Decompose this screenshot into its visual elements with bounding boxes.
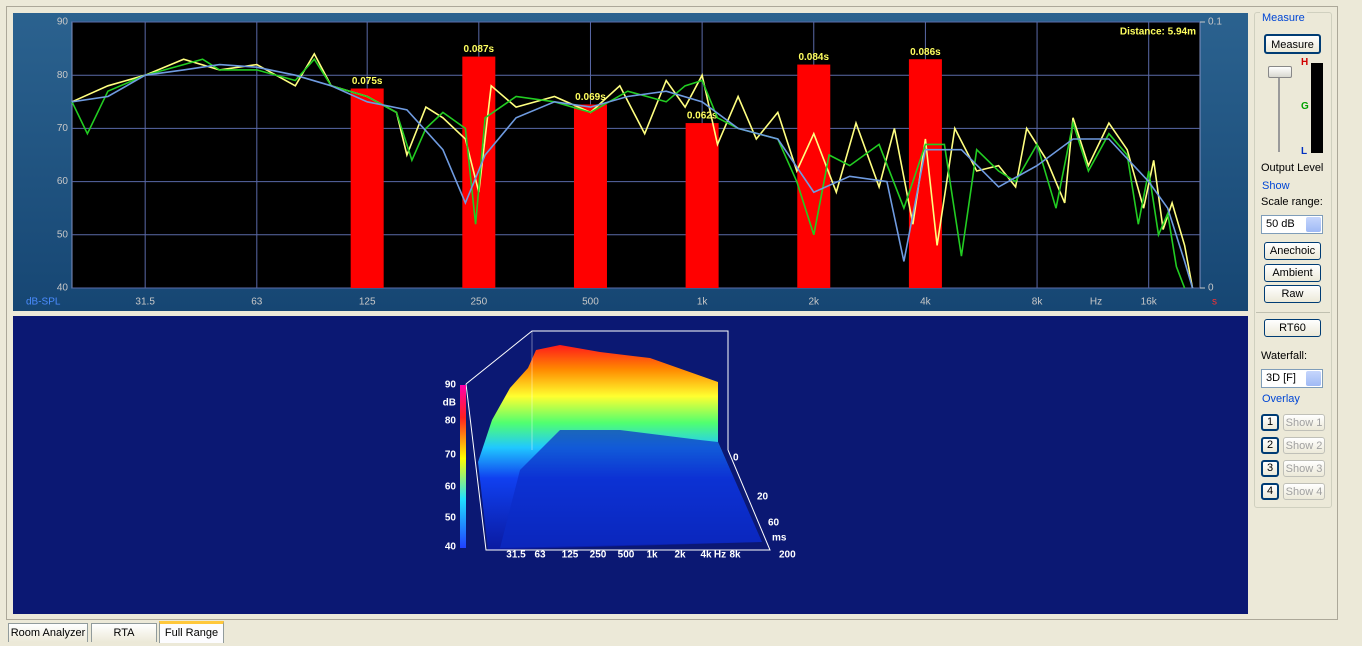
tab-active[interactable]: Full Range bbox=[159, 621, 224, 643]
y-tick-label: 90 bbox=[57, 17, 69, 28]
rt60-bar bbox=[908, 59, 942, 288]
slider-track bbox=[1278, 66, 1280, 152]
group-title: Overlay bbox=[1260, 393, 1302, 405]
rt60-bar bbox=[573, 104, 607, 289]
waterfall-shade bbox=[500, 430, 762, 548]
meter-label: G bbox=[1301, 101, 1309, 112]
group-title: Show bbox=[1260, 180, 1292, 192]
slider-thumb[interactable] bbox=[1268, 66, 1292, 78]
x-tick-label: 2k bbox=[674, 550, 686, 561]
t-tick-label: 20 bbox=[757, 492, 769, 503]
z-tick-label: 60 bbox=[445, 482, 457, 493]
overlay-show-button[interactable]: Show 4 bbox=[1283, 483, 1325, 500]
annotation: Distance: 5.94m bbox=[1120, 27, 1196, 38]
x-tick-label: 4k bbox=[920, 297, 932, 308]
meter-label: H bbox=[1301, 57, 1309, 68]
y-tick-label: 40 bbox=[57, 283, 69, 294]
x-tick-label: 500 bbox=[582, 297, 599, 308]
x-tick-label: 250 bbox=[590, 550, 607, 561]
z-tick-label: 50 bbox=[445, 513, 457, 524]
separator bbox=[1256, 312, 1330, 313]
x-tick-label: 63 bbox=[534, 550, 546, 561]
rt60-bar bbox=[350, 88, 384, 288]
x-tick-label: 8k bbox=[1032, 297, 1044, 308]
group-title: Measure bbox=[1260, 12, 1307, 24]
y-tick-label: 50 bbox=[57, 229, 69, 240]
x-unit: Hz bbox=[714, 550, 726, 561]
x-tick-label: 63 bbox=[251, 297, 263, 308]
z-tick-label: 90 bbox=[445, 380, 457, 391]
x-tick-label: 125 bbox=[359, 297, 376, 308]
z-tick-label: 80 bbox=[445, 416, 457, 427]
tab[interactable]: Room Analyzer bbox=[8, 623, 88, 642]
ambient-button[interactable]: Ambient bbox=[1264, 264, 1321, 282]
x-axis-label: Hz bbox=[1090, 297, 1102, 308]
raw-button[interactable]: Raw bbox=[1264, 285, 1321, 303]
output-level-label: Output Level bbox=[1261, 162, 1324, 174]
z-tick-label: 70 bbox=[445, 450, 457, 461]
overlay-show-button[interactable]: Show 2 bbox=[1283, 437, 1325, 454]
overlay-show-button[interactable]: Show 3 bbox=[1283, 460, 1325, 477]
z-colorbar bbox=[460, 385, 466, 548]
y2-tick-label: 0 bbox=[1208, 283, 1214, 294]
bar-label: 0.075s bbox=[352, 76, 383, 87]
overlay-number[interactable]: 4 bbox=[1261, 483, 1279, 500]
t-tick-label: 0 bbox=[733, 453, 739, 464]
y-tick-label: 70 bbox=[57, 123, 69, 134]
x-tick-label: 1k bbox=[697, 297, 709, 308]
meter-label: L bbox=[1301, 146, 1308, 157]
x-tick-label: 8k bbox=[729, 550, 741, 561]
rt60-button[interactable]: RT60 bbox=[1264, 319, 1321, 337]
waterfall-box bbox=[465, 330, 729, 450]
overlay-number[interactable]: 3 bbox=[1261, 460, 1279, 477]
z-tick-label: 40 bbox=[445, 542, 457, 553]
y2-tick-label: 0.1 bbox=[1208, 17, 1222, 28]
x-tick-label: 31.5 bbox=[135, 297, 155, 308]
x-tick-label: 1k bbox=[646, 550, 658, 561]
x-tick-label: 31.5 bbox=[506, 550, 526, 561]
y-tick-label: 60 bbox=[57, 176, 69, 187]
response-line bbox=[71, 63, 1194, 289]
rt60-bar bbox=[685, 123, 719, 288]
y-tick-label: 80 bbox=[57, 70, 69, 81]
x-tick-label: 2k bbox=[808, 297, 820, 308]
select-arrow[interactable] bbox=[1306, 217, 1321, 232]
overlay-number[interactable]: 1 bbox=[1261, 414, 1279, 431]
measure-button[interactable]: Measure bbox=[1264, 34, 1321, 54]
select-value: 50 dB bbox=[1266, 218, 1295, 230]
overlay-number[interactable]: 2 bbox=[1261, 437, 1279, 454]
select-value: 3D [F] bbox=[1266, 372, 1296, 384]
scale-range-select[interactable]: 50 dB bbox=[1261, 215, 1323, 234]
tab[interactable]: RTA bbox=[91, 623, 157, 642]
y2-axis-label: s bbox=[1212, 297, 1217, 308]
waterfall-label: Waterfall: bbox=[1261, 350, 1308, 362]
overlay-show-button[interactable]: Show 1 bbox=[1283, 414, 1325, 431]
bar-label: 0.087s bbox=[464, 44, 495, 55]
scale-range-label: Scale range: bbox=[1261, 196, 1323, 208]
level-meter bbox=[1311, 63, 1323, 153]
x-tick-label: 250 bbox=[470, 297, 487, 308]
bar-label: 0.069s bbox=[575, 92, 606, 103]
bar-label: 0.062s bbox=[687, 111, 718, 122]
t-tick-label: 60 bbox=[768, 518, 780, 529]
x-tick-label: 125 bbox=[562, 550, 579, 561]
x-tick-label: 4k bbox=[700, 550, 712, 561]
x-tick-label: 500 bbox=[618, 550, 635, 561]
waterfall-box bbox=[465, 383, 771, 551]
waterfall-plot bbox=[460, 330, 771, 551]
z-unit: dB bbox=[443, 398, 456, 409]
select-arrow[interactable] bbox=[1306, 371, 1321, 386]
t-tick-label: 200 bbox=[779, 550, 796, 561]
t-unit: ms bbox=[772, 533, 787, 544]
bar-label: 0.086s bbox=[910, 47, 941, 58]
x-tick-label: 16k bbox=[1141, 297, 1158, 308]
bar-label: 0.084s bbox=[798, 52, 829, 63]
waterfall-select[interactable]: 3D [F] bbox=[1261, 369, 1323, 388]
anechoic-button[interactable]: Anechoic bbox=[1264, 242, 1321, 260]
y-axis-label: dB-SPL bbox=[26, 297, 61, 308]
